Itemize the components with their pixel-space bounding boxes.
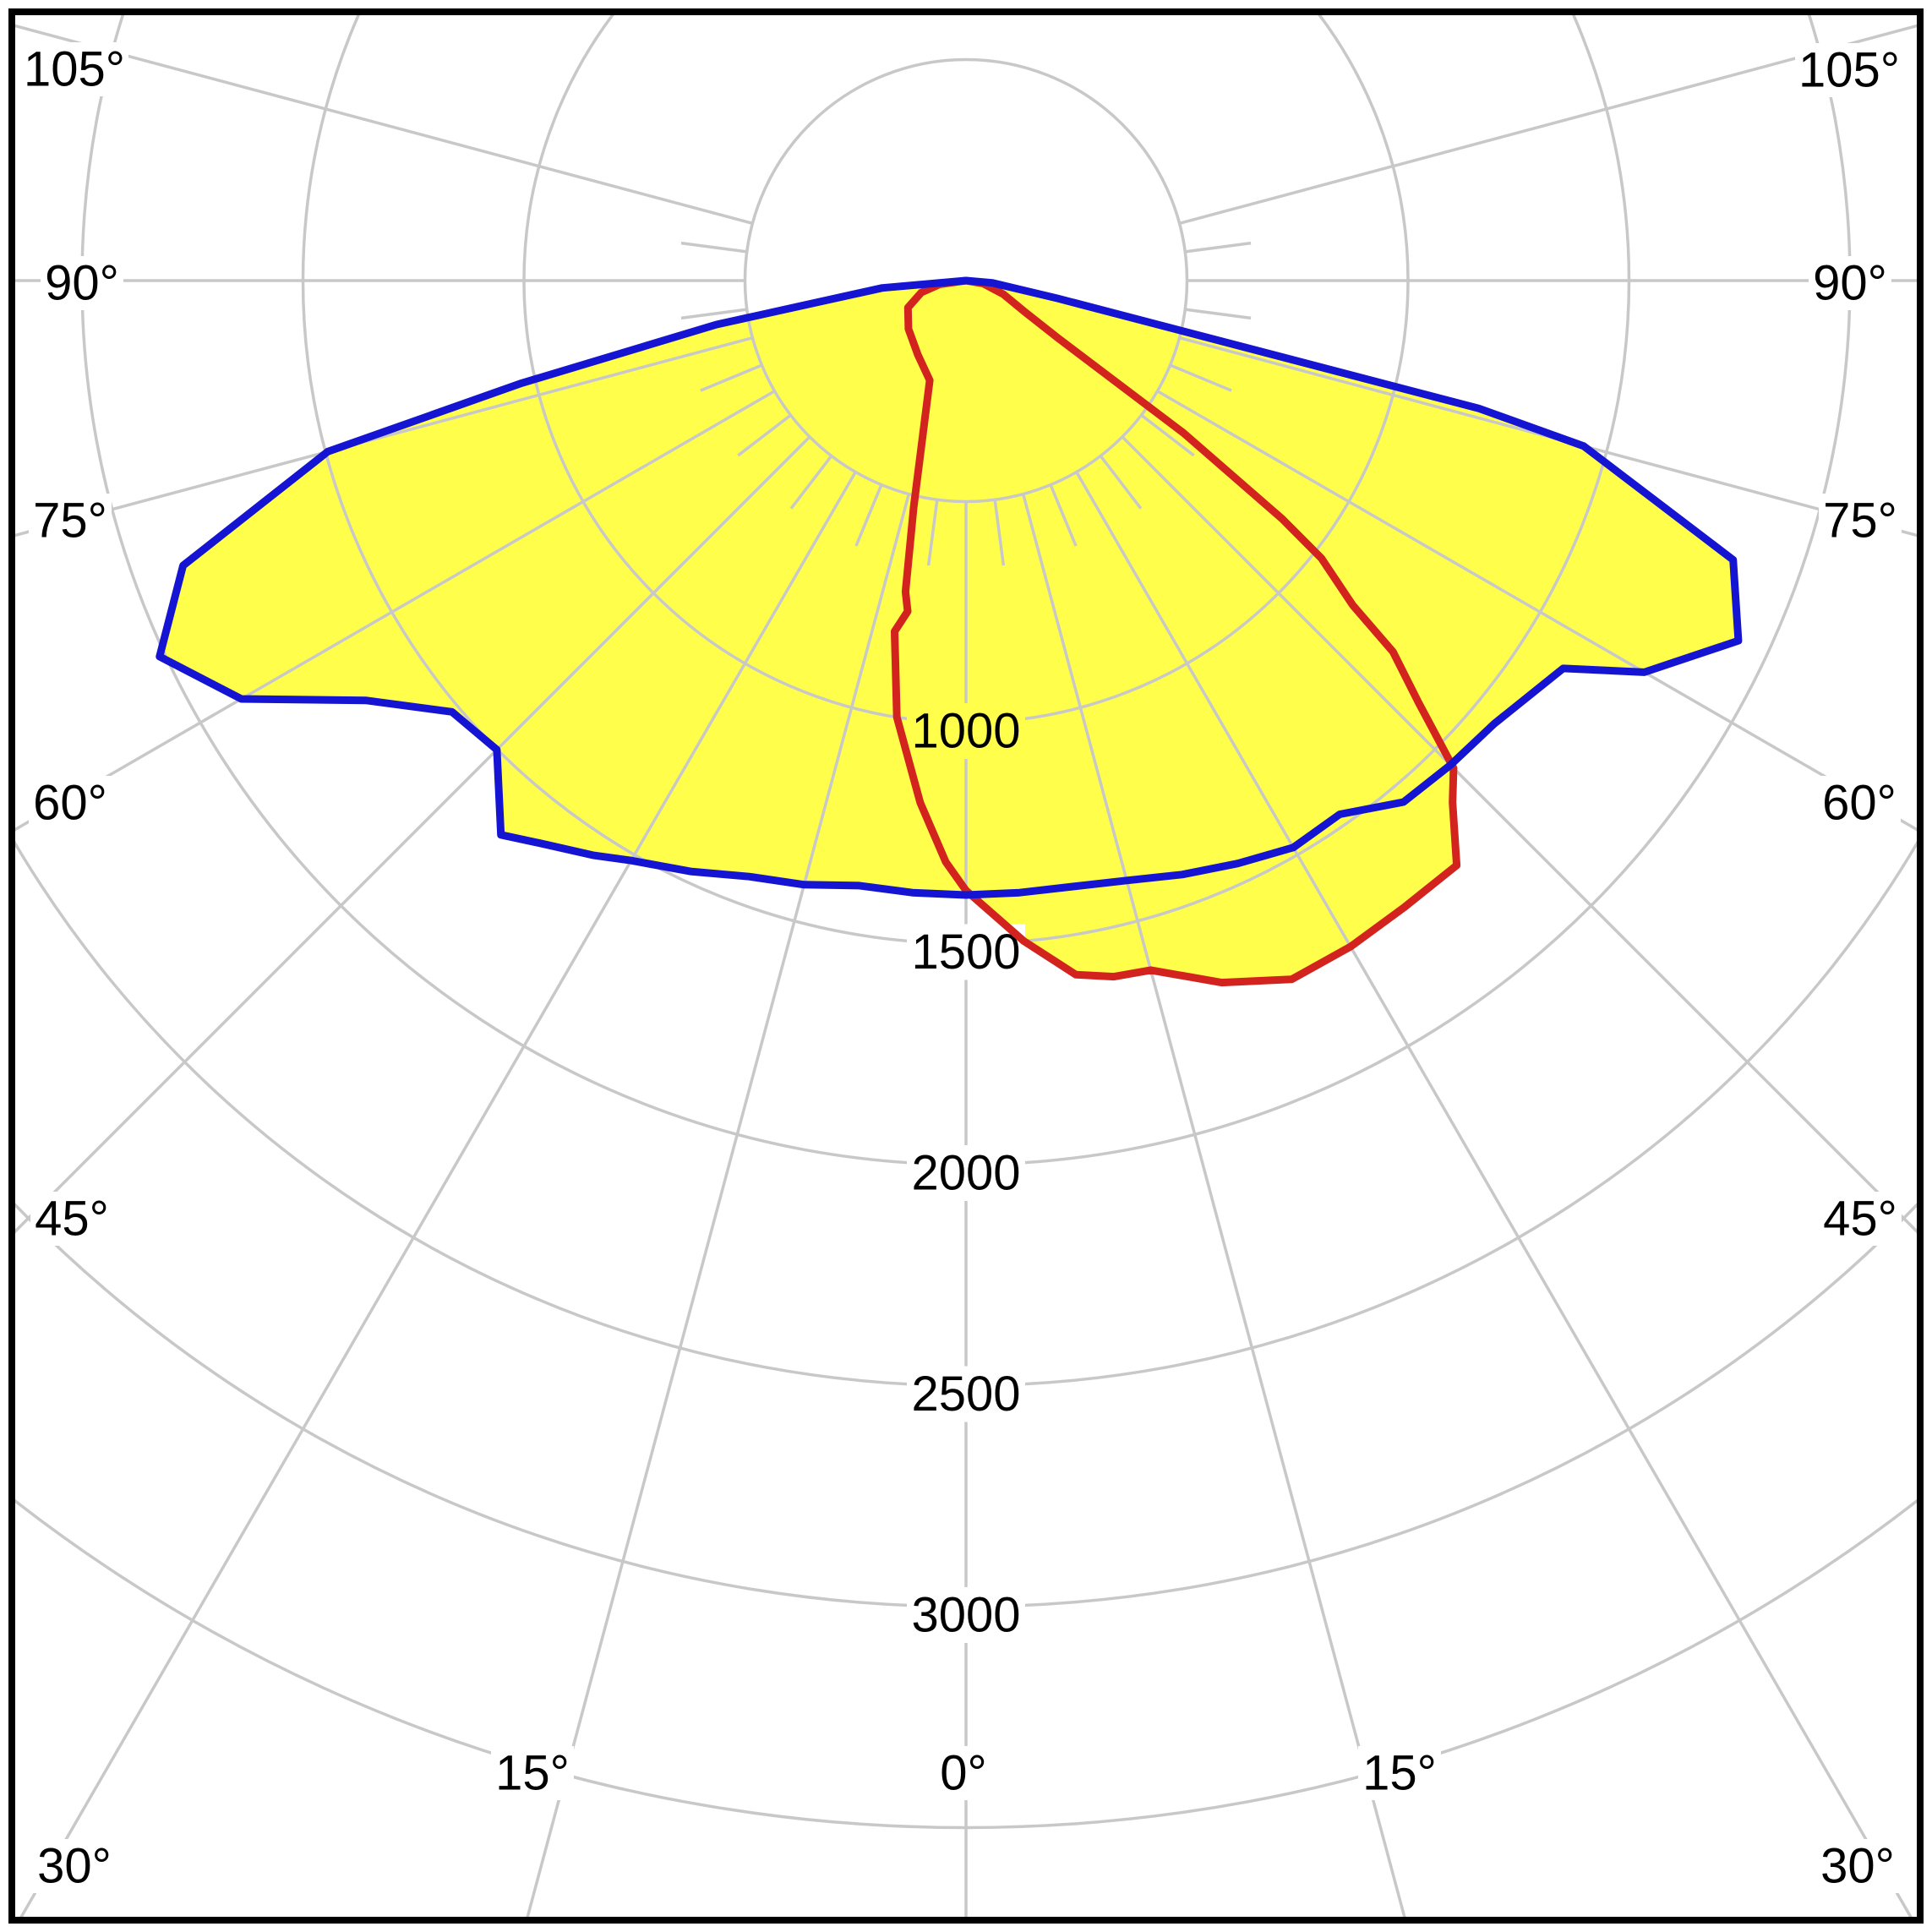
radial-axis-label-2000: 2000 <box>911 1146 1020 1201</box>
grid-ray--75 <box>15 336 753 538</box>
grid-tick-37.5 <box>1099 455 1143 510</box>
angle-label-bg-2 <box>29 494 112 548</box>
radial-axis-label-3000: 3000 <box>911 1588 1020 1643</box>
angle-label-bg-0 <box>20 42 128 96</box>
intensity-fill-c90 <box>894 281 1457 983</box>
angle-label-bg-1 <box>41 256 123 310</box>
grid-tick-22.5 <box>1049 483 1078 547</box>
angle-label-45°-4: 45° <box>35 1192 109 1247</box>
angle-label-bg-6 <box>1795 43 1903 97</box>
angle-label-90°-7: 90° <box>1813 256 1887 311</box>
angle-label-0°-13: 0° <box>940 1746 986 1801</box>
angle-label-bg-10 <box>1819 1192 1902 1246</box>
grid-tick--67.5 <box>700 363 763 392</box>
grid-ray--45 <box>15 435 811 1234</box>
radial-label-bg-2500 <box>907 1366 1025 1422</box>
c0-c180-curve <box>156 276 1743 899</box>
angle-label-75°-2: 75° <box>33 494 107 548</box>
grid-tick--37.5 <box>789 455 833 510</box>
angle-label-bg-12 <box>491 1746 574 1800</box>
c90-c270-curve <box>891 276 1461 987</box>
angle-label-105°-0: 105° <box>24 42 125 97</box>
grid-tick-67.5 <box>1169 363 1232 392</box>
grid-ray-105 <box>1179 24 1917 226</box>
grid-ray-15 <box>1021 494 1406 1917</box>
grid-tick-97.5 <box>1185 241 1252 254</box>
angle-label-15°-14: 15° <box>1362 1746 1437 1801</box>
angle-label-bg-5 <box>33 1839 116 1893</box>
grid-tick--97.5 <box>680 241 747 254</box>
grid-ray--15 <box>526 494 911 1917</box>
angle-label-bg-8 <box>1819 494 1902 548</box>
angle-label-bg-3 <box>29 776 112 830</box>
angle-label-30°-11: 30° <box>1820 1839 1895 1894</box>
angle-label-bg-13 <box>935 1746 992 1800</box>
grid-tick-82.5 <box>1185 308 1252 320</box>
radial-axis-label-2500: 2500 <box>911 1367 1020 1422</box>
grid-tick--22.5 <box>854 483 883 547</box>
radial-axis-label-1000: 1000 <box>911 704 1020 759</box>
radial-axis-label-1500: 1500 <box>911 925 1020 980</box>
grid-ray-75 <box>1179 336 1917 538</box>
radial-label-bg-2000 <box>907 1145 1025 1201</box>
angle-label-45°-10: 45° <box>1823 1192 1897 1247</box>
angle-label-105°-6: 105° <box>1798 43 1900 98</box>
radial-label-bg-1000 <box>907 703 1025 759</box>
angle-label-bg-14 <box>1358 1746 1441 1800</box>
diagram-frame <box>8 8 1924 1924</box>
grid-tick-7.5 <box>993 499 1006 566</box>
grid-ray--105 <box>15 24 753 226</box>
grid-ray-45 <box>1121 435 1917 1234</box>
radial-label-bg-3000 <box>907 1587 1025 1643</box>
angle-label-bg-11 <box>1816 1839 1899 1893</box>
angle-label-75°-8: 75° <box>1823 494 1897 548</box>
grid-tick--52.5 <box>737 413 792 457</box>
angle-label-bg-4 <box>30 1192 113 1246</box>
angle-label-60°-3: 60° <box>33 776 107 831</box>
grid-ray-60 <box>1156 390 1917 832</box>
grid-tick-52.5 <box>1140 413 1195 457</box>
grid-tick--7.5 <box>926 499 939 566</box>
angle-label-60°-9: 60° <box>1822 776 1897 831</box>
grid-ray--60 <box>15 390 776 832</box>
angle-label-30°-5: 30° <box>37 1839 112 1894</box>
grid-tick--82.5 <box>680 308 747 320</box>
angle-label-15°-12: 15° <box>495 1746 570 1801</box>
angle-label-90°-1: 90° <box>45 256 119 311</box>
radial-label-bg-1500 <box>907 924 1025 980</box>
angle-label-bg-7 <box>1809 256 1891 310</box>
angle-label-bg-9 <box>1818 776 1901 830</box>
